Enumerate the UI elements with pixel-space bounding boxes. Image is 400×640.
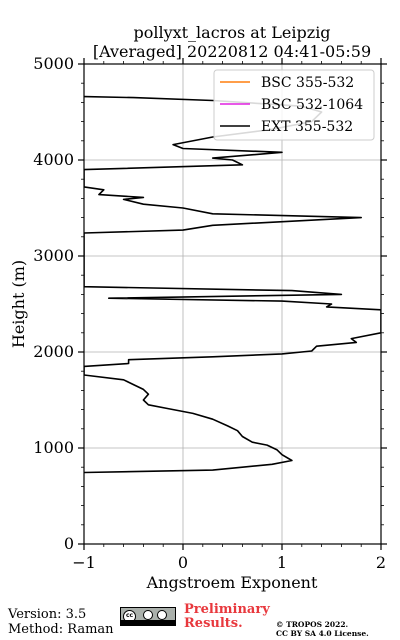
chart-title: pollyxt_lacros at Leipzig: [133, 23, 330, 42]
x-tick-label: 0: [178, 553, 188, 572]
x-tick-label: 2: [376, 553, 386, 572]
x-tick-label: −1: [72, 553, 96, 572]
y-tick-label: 3000: [33, 246, 74, 265]
y-tick-label: 1000: [33, 438, 74, 457]
legend-label-ext-355-532: EXT 355-532: [261, 119, 353, 135]
preliminary-line-2: Results.: [184, 616, 243, 631]
legend-box: [213, 69, 375, 141]
copyright-line-2: CC BY SA 4.0 License.: [276, 629, 369, 638]
angstroem-profile-chart: pollyxt_lacros at Leipzig [Averaged] 202…: [9, 23, 387, 592]
by-icon: [143, 610, 153, 620]
x-axis-label: Angstroem Exponent: [146, 573, 318, 592]
y-tick-label: 4000: [33, 150, 74, 169]
legend-label-bsc-355-532: BSC 355-532: [261, 75, 354, 91]
preliminary-note: Preliminary Results.: [184, 603, 270, 631]
legend-label-bsc-532-1064: BSC 532-1064: [261, 97, 363, 113]
series-line-ext-355-532: [84, 95, 381, 474]
copyright-line-1: © TROPOS 2022.: [276, 620, 349, 629]
version-text: Version: 3.5: [8, 607, 87, 622]
chart-subtitle: [Averaged] 20220812 04:41-05:59: [93, 42, 371, 61]
y-tick-label: 2000: [33, 342, 74, 361]
copyright-note: © TROPOS 2022. CC BY SA 4.0 License.: [276, 620, 369, 638]
preliminary-line-1: Preliminary: [184, 602, 270, 617]
y-tick-label: 0: [64, 534, 74, 553]
method-text: Method: Raman: [8, 622, 114, 637]
y-axis-label: Height (m): [9, 260, 28, 348]
sa-icon: [157, 610, 167, 620]
series-layer: [84, 95, 381, 474]
y-tick-label: 5000: [33, 54, 74, 73]
legend: BSC 355-532 BSC 532-1064 EXT 355-532: [213, 69, 375, 141]
x-tick-label: 1: [277, 553, 287, 572]
cc-by-sa-badge-icon: cc: [120, 607, 176, 626]
plot-frame: [83, 63, 382, 545]
